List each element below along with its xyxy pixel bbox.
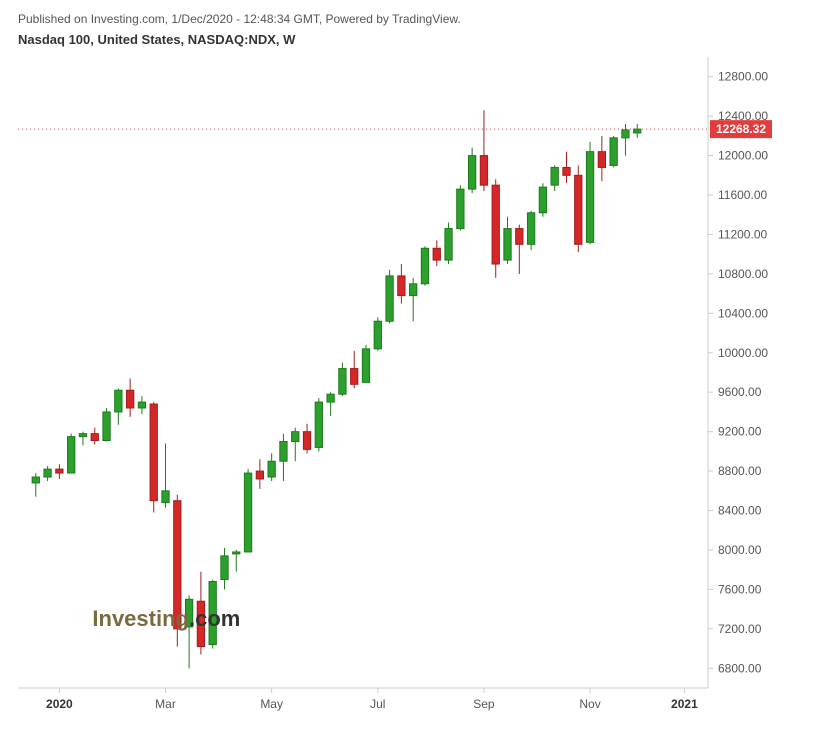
x-tick-label: Nov [579,697,600,711]
candle[interactable] [398,276,405,296]
candle[interactable] [433,248,440,260]
x-tick-label: 2020 [46,697,73,711]
candle[interactable] [256,471,263,479]
candle[interactable] [103,412,110,441]
candle[interactable] [374,321,381,349]
y-tick-label: 7600.00 [718,582,762,596]
candle[interactable] [504,229,511,261]
x-tick-label: 2021 [671,697,698,711]
candle[interactable] [492,185,499,264]
candle[interactable] [280,442,287,462]
chart-title: Nasdaq 100, United States, NASDAQ:NDX, W [18,32,812,47]
candle[interactable] [351,369,358,385]
y-tick-label: 8400.00 [718,504,762,518]
candle[interactable] [386,276,393,321]
candle[interactable] [185,599,192,627]
chart-area[interactable]: 6800.00 7200.00 7600.00 8000.00 8400.00 8800.… [18,53,778,733]
candle[interactable] [421,248,428,283]
price-flag-value: 12268.32 [716,122,766,136]
candle[interactable] [138,402,145,408]
candle[interactable] [79,434,86,437]
candlestick-chart[interactable]: 6800.00 7200.00 7600.00 8000.00 8400.00 8800.… [18,53,778,733]
candle[interactable] [303,432,310,450]
y-tick-label: 10400.00 [718,306,768,320]
candle[interactable] [445,229,452,261]
candle[interactable] [327,394,334,402]
y-tick-label: 9600.00 [718,385,762,399]
candle[interactable] [410,284,417,296]
candle[interactable] [56,469,63,473]
candle[interactable] [115,390,122,412]
candle[interactable] [315,402,322,447]
candle[interactable] [622,130,629,138]
candle[interactable] [174,501,181,629]
y-tick-label: 12800.00 [718,70,768,84]
y-tick-label: 11600.00 [718,188,767,202]
candle[interactable] [527,213,534,245]
candle[interactable] [292,432,299,442]
y-tick-label: 10000.00 [718,346,768,360]
candle[interactable] [32,477,39,483]
attribution-text: Published on Investing.com, 1/Dec/2020 -… [18,12,812,26]
candle[interactable] [457,189,464,228]
y-tick-label: 12000.00 [718,149,768,163]
y-tick-label: 8000.00 [718,543,762,557]
candle[interactable] [480,156,487,186]
x-tick-label: May [260,697,283,711]
candle[interactable] [150,404,157,501]
candle[interactable] [563,167,570,175]
candle[interactable] [209,582,216,645]
x-tick-label: Jul [370,697,385,711]
y-tick-label: 8800.00 [718,464,762,478]
candle[interactable] [233,552,240,554]
y-tick-label: 7200.00 [718,622,762,636]
candle[interactable] [68,437,75,473]
y-tick-label: 9200.00 [718,425,762,439]
candle[interactable] [91,434,98,441]
candle[interactable] [197,601,204,646]
chart-container: Published on Investing.com, 1/Dec/2020 -… [0,0,820,734]
x-tick-label: Sep [473,697,495,711]
candle[interactable] [586,152,593,243]
candle[interactable] [44,469,51,477]
x-tick-label: Mar [155,697,176,711]
candle[interactable] [468,156,475,190]
candle[interactable] [634,129,641,133]
candle[interactable] [516,229,523,245]
candle[interactable] [268,461,275,477]
candle[interactable] [362,349,369,383]
y-tick-label: 11200.00 [718,227,767,241]
candle[interactable] [598,152,605,168]
candle[interactable] [244,473,251,552]
candle[interactable] [126,390,133,408]
candle[interactable] [339,369,346,395]
candle[interactable] [610,138,617,166]
candle[interactable] [539,187,546,213]
y-tick-label: 6800.00 [718,661,762,675]
candle[interactable] [162,491,169,503]
candle[interactable] [551,167,558,185]
candle[interactable] [221,556,228,580]
y-tick-label: 10800.00 [718,267,768,281]
candle[interactable] [575,175,582,244]
